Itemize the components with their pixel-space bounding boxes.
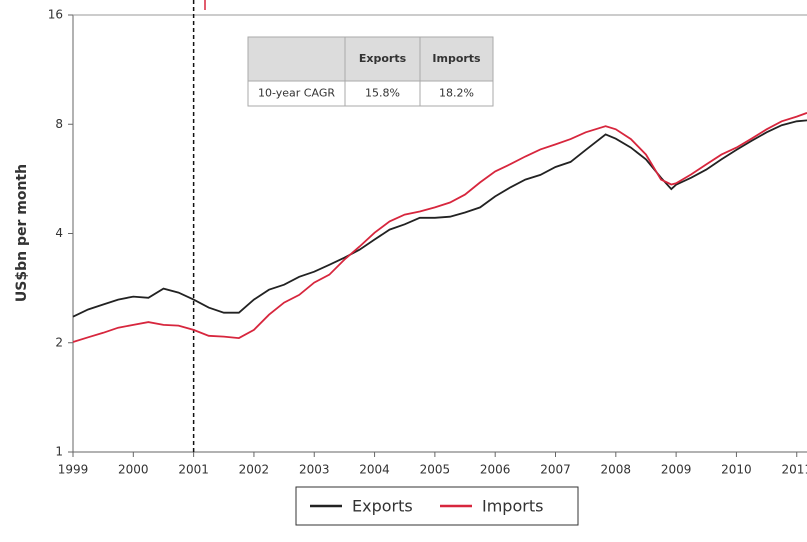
x-tick-label: 2001 bbox=[178, 463, 209, 477]
x-tick-label: 2000 bbox=[118, 463, 149, 477]
x-tick-label: 2009 bbox=[661, 463, 692, 477]
x-tick-label: 2010 bbox=[721, 463, 752, 477]
x-tick-label: 2007 bbox=[540, 463, 571, 477]
x-tick-label: 2011 bbox=[781, 463, 807, 477]
y-tick-label: 8 bbox=[55, 117, 63, 131]
y-tick-label: 2 bbox=[55, 335, 63, 349]
table-header-bg bbox=[247, 36, 494, 82]
table-header: Imports bbox=[432, 52, 481, 65]
legend-label: Exports bbox=[352, 497, 413, 516]
x-tick-label: 2008 bbox=[601, 463, 632, 477]
legend-box bbox=[295, 486, 579, 526]
x-tick-label: 1999 bbox=[58, 463, 89, 477]
table-body-bg bbox=[247, 80, 494, 107]
legend-label: Imports bbox=[482, 497, 543, 516]
x-tick-label: 2002 bbox=[239, 463, 270, 477]
table-cell: 15.8% bbox=[365, 87, 400, 100]
table-cell: 10-year CAGR bbox=[258, 87, 335, 100]
y-tick-label: 1 bbox=[55, 445, 63, 459]
x-tick-label: 2006 bbox=[480, 463, 511, 477]
y-tick-label: 4 bbox=[55, 226, 63, 240]
x-tick-label: 2003 bbox=[299, 463, 330, 477]
x-tick-label: 2004 bbox=[359, 463, 390, 477]
x-tick-label: 2005 bbox=[420, 463, 451, 477]
series-line bbox=[72, 119, 807, 318]
series-line bbox=[72, 112, 807, 343]
y-axis-label: US$bn per month bbox=[14, 164, 30, 302]
table-header: Exports bbox=[359, 52, 407, 65]
y-tick-label: 16 bbox=[48, 8, 63, 22]
table-cell: 18.2% bbox=[439, 87, 474, 100]
